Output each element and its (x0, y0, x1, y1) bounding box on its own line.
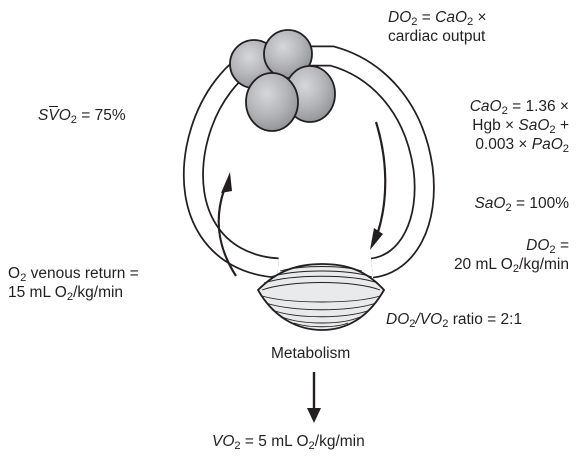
svo2-label: SVO2 = 75% (38, 106, 126, 127)
muscle-icon (256, 263, 386, 331)
arterial-flow-arrow (217, 172, 237, 277)
do2-vo2-ratio-label: DO2/VO2 ratio = 2:1 (386, 311, 523, 331)
cao2-formula-label: CaO2 = 1.36 × Hgb × SaO2 + 0.003 × PaO2 (469, 98, 569, 156)
venous-return-label: O2 venous return = 15 mL O2/kg/min (8, 265, 139, 304)
sao2-label: SaO2 = 100% (474, 195, 569, 215)
vo2-label: VO2 = 5 mL O2/kg/min (212, 433, 365, 453)
heart-icon (229, 29, 336, 132)
do2-definition-label: DO2 = CaO2 × cardiac output (388, 9, 487, 45)
venous-flow-arrow (370, 121, 387, 250)
consumption-arrow (307, 372, 321, 423)
do2-value-label: DO2 = 20 mL O2/kg/min (453, 237, 569, 276)
metabolism-label: Metabolism (271, 345, 351, 362)
